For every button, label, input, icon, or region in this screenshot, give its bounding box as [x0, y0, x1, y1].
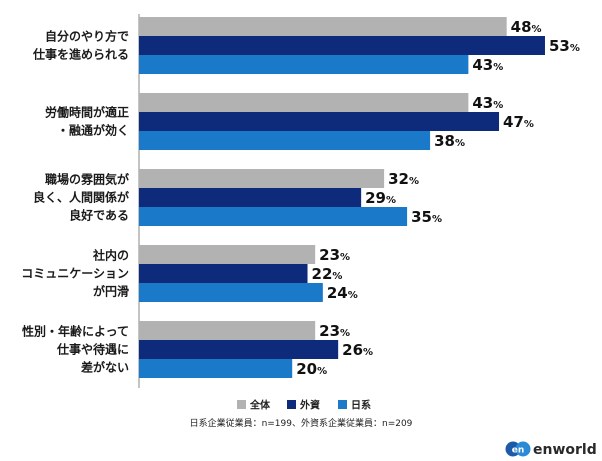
value-number: 29 [365, 189, 386, 207]
value-label: 20% [296, 360, 327, 378]
bar [139, 340, 339, 359]
value-unit: % [340, 252, 350, 263]
value-number: 24 [327, 284, 348, 302]
category-label: 良好である [69, 208, 129, 223]
value-number: 23 [319, 322, 340, 340]
value-unit: % [493, 62, 503, 73]
value-unit: % [340, 328, 350, 339]
category-label: が円滑 [93, 284, 129, 299]
value-unit: % [386, 195, 396, 206]
value-label: 24% [327, 284, 358, 302]
category-label: 職場の雰囲気が [45, 172, 129, 187]
category-label: 社内の [92, 248, 129, 263]
value-number: 23 [319, 246, 340, 264]
value-number: 43 [472, 94, 493, 112]
category-label: 性別・年齢によって [21, 324, 129, 339]
value-unit: % [332, 271, 342, 282]
value-label: 38% [434, 132, 465, 150]
bar [139, 264, 308, 283]
bar [139, 188, 362, 207]
bar [139, 321, 316, 340]
legend-label: 全体 [249, 399, 271, 412]
value-label: 22% [312, 265, 343, 283]
bar [139, 359, 293, 378]
value-label: 23% [319, 322, 350, 340]
bar [139, 169, 385, 188]
legend-swatch [338, 400, 347, 409]
value-label: 43% [472, 94, 503, 112]
category-label: 仕事を進められる [32, 47, 129, 62]
legend: 全体 外資 日系 [237, 399, 371, 412]
logo-mark-text: en [512, 446, 525, 456]
value-unit: % [570, 43, 580, 54]
value-number: 38 [434, 132, 455, 150]
value-label: 35% [411, 208, 442, 226]
bar [139, 55, 469, 74]
value-number: 26 [342, 341, 363, 359]
sample-size-note: 日系企業従業員：n=199、外資系企業従業員：n=209 [190, 417, 413, 429]
value-label: 26% [342, 341, 373, 359]
value-label: 32% [388, 170, 419, 188]
category-label: コミュニケーション [21, 267, 129, 281]
value-unit: % [348, 290, 358, 301]
value-number: 53 [549, 37, 570, 55]
bar [139, 131, 431, 150]
value-label: 43% [472, 56, 503, 74]
bar [139, 283, 323, 302]
value-label: 47% [503, 113, 534, 131]
category-label: 労働時間が適正 [45, 105, 129, 120]
value-unit: % [432, 214, 442, 225]
value-unit: % [524, 119, 534, 130]
bar [139, 93, 469, 112]
value-unit: % [409, 176, 419, 187]
category-label: 差がない [80, 360, 129, 375]
value-number: 20 [296, 360, 317, 378]
value-number: 47 [503, 113, 524, 131]
value-unit: % [532, 24, 542, 35]
category-label: 自分のやり方で [45, 29, 129, 44]
logo-mark-right [515, 441, 531, 457]
bar [139, 112, 500, 131]
value-unit: % [317, 366, 327, 377]
category-label: 良く、人間関係が [33, 190, 129, 205]
enworld-logo: en enworld [505, 441, 597, 458]
value-label: 53% [549, 37, 580, 55]
value-number: 22 [312, 265, 333, 283]
bar [139, 207, 408, 226]
value-label: 48% [511, 18, 542, 36]
value-label: 23% [319, 246, 350, 264]
value-unit: % [455, 138, 465, 149]
bars [139, 17, 545, 378]
category-labels: 自分のやり方で仕事を進められる労働時間が適正・融通が効く職場の雰囲気が良く、人間… [21, 29, 129, 375]
value-number: 43 [472, 56, 493, 74]
bar [139, 245, 316, 264]
legend-swatch [237, 400, 246, 409]
bar [139, 36, 545, 55]
category-label: ・融通が効く [57, 123, 129, 138]
value-number: 35 [411, 208, 432, 226]
logo-wordmark: enworld [533, 442, 597, 458]
value-number: 32 [388, 170, 409, 188]
value-labels: 48%53%43%43%47%38%32%29%35%23%22%24%23%2… [296, 18, 580, 378]
value-label: 29% [365, 189, 396, 207]
value-number: 48 [511, 18, 532, 36]
legend-label: 外資 [299, 399, 320, 412]
legend-label: 日系 [351, 399, 371, 412]
value-unit: % [493, 100, 503, 111]
bar [139, 17, 507, 36]
category-label: 仕事や待遇に [56, 342, 129, 357]
legend-swatch [287, 400, 296, 409]
value-unit: % [363, 347, 373, 358]
